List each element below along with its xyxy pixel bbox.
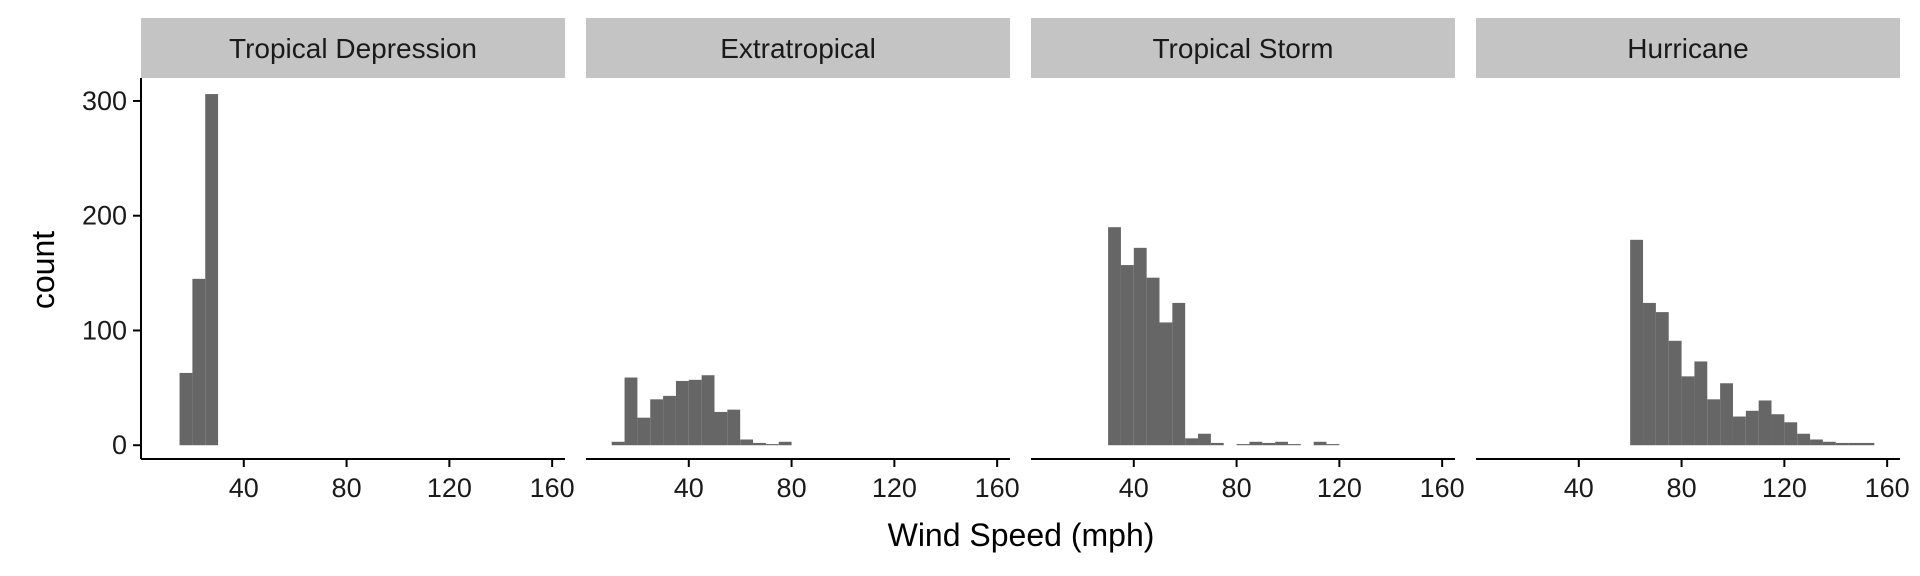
histogram-bar	[1681, 376, 1695, 446]
histogram-bar	[1720, 383, 1733, 446]
y-axis-title: count	[25, 231, 61, 309]
histogram-bar	[778, 441, 792, 446]
y-tick-label: 0	[112, 430, 127, 460]
facet-strip	[1031, 18, 1455, 78]
y-tick-label: 300	[82, 86, 127, 116]
histogram-bar	[1771, 414, 1785, 446]
histogram-bar	[1655, 312, 1669, 446]
histogram-bar	[663, 395, 676, 446]
histogram-bar	[765, 444, 779, 446]
facet-strip-label: Tropical Depression	[229, 33, 477, 64]
x-tick-label: 160	[975, 473, 1020, 503]
histogram-bar	[1630, 239, 1644, 446]
histogram-bar	[1287, 444, 1301, 446]
histogram-bar	[1848, 442, 1862, 446]
histogram-bar	[1784, 422, 1798, 446]
histogram-bar	[1643, 302, 1656, 446]
x-tick-label: 160	[530, 473, 575, 503]
histogram-bar	[1668, 340, 1682, 446]
x-tick-label: 120	[1317, 473, 1362, 503]
histogram-bar	[637, 417, 651, 446]
facet-panel: Tropical Storm 40 80 120 160	[1031, 18, 1465, 503]
histogram-bar	[1822, 441, 1836, 446]
x-tick-label: 80	[1222, 473, 1252, 503]
histogram-bar	[753, 442, 766, 446]
x-tick-label: 160	[1865, 473, 1910, 503]
histogram-bar	[611, 441, 625, 446]
x-tick-label: 80	[332, 473, 362, 503]
histogram-bar	[192, 278, 206, 446]
histogram-bar	[205, 94, 219, 446]
histogram-bar	[1198, 433, 1211, 446]
histogram-bar	[1146, 277, 1160, 446]
y-tick-label: 100	[82, 315, 127, 345]
histogram-bar	[1732, 416, 1746, 446]
x-tick-label: 40	[229, 473, 259, 503]
facet-strip	[1476, 18, 1900, 78]
x-tick-label: 80	[777, 473, 807, 503]
histogram-bar	[650, 399, 664, 446]
histogram-bar	[1758, 400, 1772, 446]
x-tick-label: 40	[1564, 473, 1594, 503]
facet-panel: Extratropical 40 80 120 160	[586, 18, 1020, 503]
x-tick-label: 160	[1420, 473, 1465, 503]
histogram-bar	[1810, 439, 1823, 446]
x-tick-label: 120	[427, 473, 472, 503]
histogram-bar	[1249, 441, 1263, 446]
histogram-bar	[701, 375, 715, 446]
x-tick-label: 120	[1762, 473, 1807, 503]
histogram-bar	[1133, 247, 1147, 446]
histogram-bar	[1861, 442, 1875, 446]
histogram-bar	[1108, 227, 1121, 446]
histogram-bar	[1120, 265, 1134, 446]
histogram-bar	[1185, 438, 1199, 446]
histogram-bar	[1313, 441, 1327, 446]
histogram-bar	[1745, 410, 1759, 446]
histogram-bar	[1236, 444, 1250, 446]
facet-strip-label: Extratropical	[720, 33, 876, 64]
facet-panel: Tropical Depression 40 80 120 160 0 100 200 300	[82, 18, 575, 503]
histogram-bar	[675, 380, 689, 446]
facet-panel: Hurricane 40 80 120 160	[1476, 18, 1910, 503]
histogram-bar	[1262, 442, 1276, 446]
histogram-bar	[1835, 442, 1849, 446]
x-tick-label: 80	[1667, 473, 1697, 503]
facet-panels: Tropical Depression 40 80 120 160 0 100 200 300 E…	[82, 18, 1910, 503]
histogram-bar	[1797, 433, 1811, 446]
histogram-bar	[1210, 442, 1224, 446]
x-tick-label: 40	[1119, 473, 1149, 503]
facet-strip	[141, 18, 565, 78]
histogram-bar	[1172, 302, 1186, 446]
facet-strip	[586, 18, 1010, 78]
histogram-bar	[1694, 361, 1708, 446]
histogram-bar	[179, 372, 193, 446]
histogram-bar	[1707, 399, 1721, 446]
facet-strip-label: Tropical Storm	[1152, 33, 1333, 64]
histogram-bar	[727, 409, 741, 446]
y-tick-label: 200	[82, 201, 127, 231]
histogram-bar	[1159, 322, 1173, 446]
x-axis-title: Wind Speed (mph)	[888, 517, 1155, 553]
histogram-bar	[740, 439, 754, 446]
histogram-bar	[1326, 444, 1340, 446]
facet-strip-label: Hurricane	[1627, 33, 1748, 64]
x-tick-label: 40	[674, 473, 704, 503]
histogram-bar	[624, 377, 638, 446]
histogram-bar	[688, 379, 702, 446]
histogram-bar	[1275, 441, 1288, 446]
histogram-bar	[714, 411, 728, 446]
x-tick-label: 120	[872, 473, 917, 503]
